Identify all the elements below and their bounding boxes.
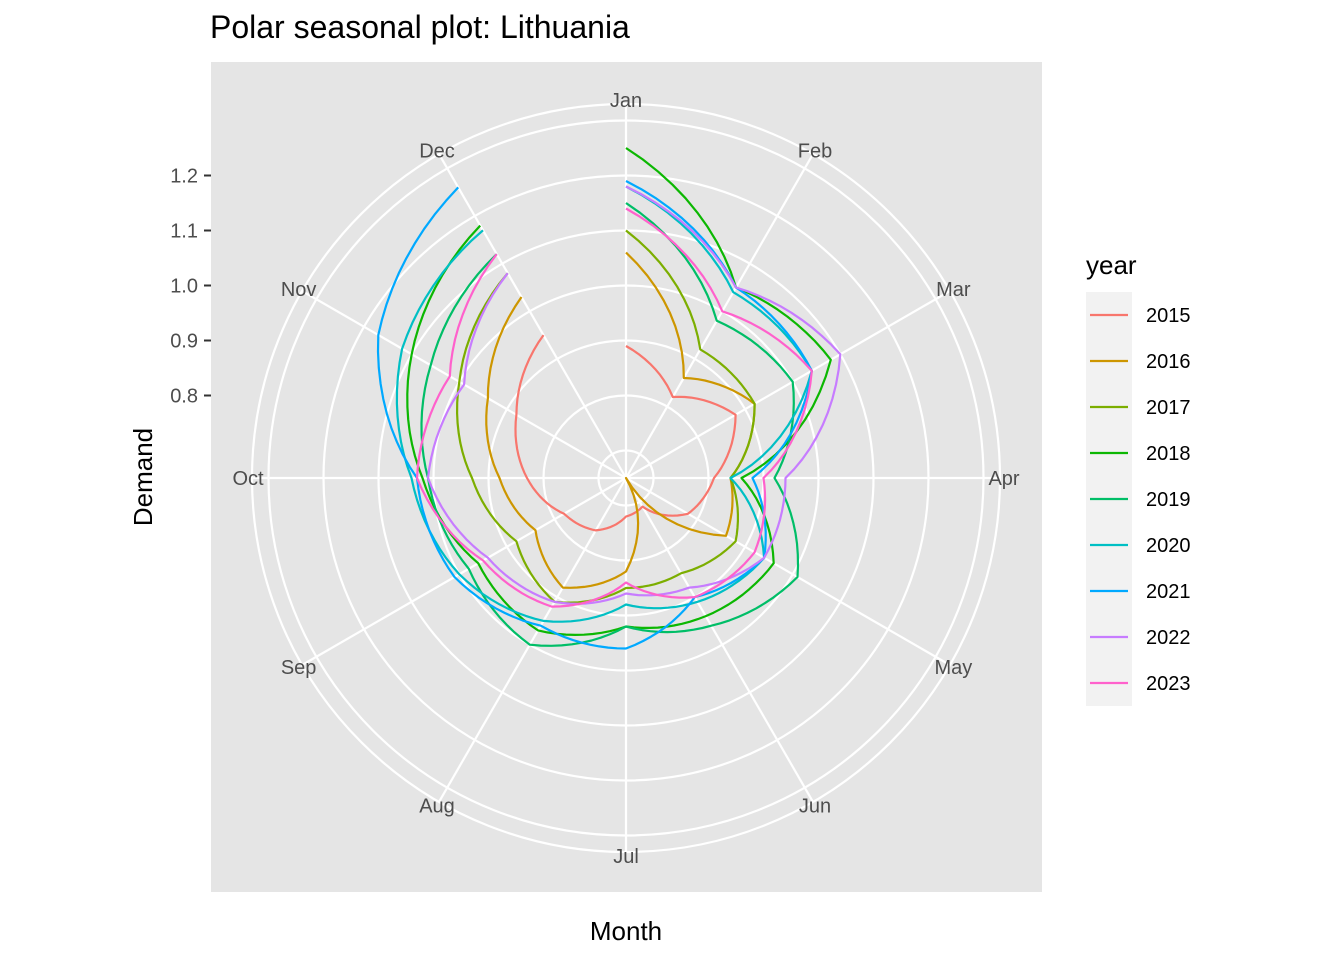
legend-title: year — [1086, 250, 1137, 280]
month-label: Sep — [281, 657, 317, 679]
month-label: Jun — [799, 795, 831, 817]
month-label: Feb — [798, 141, 832, 163]
legend-label: 2023 — [1146, 673, 1191, 695]
month-label: Mar — [936, 279, 971, 301]
y-tick-label: 0.9 — [170, 331, 198, 353]
legend-label: 2019 — [1146, 489, 1191, 511]
legend-label: 2017 — [1146, 397, 1191, 419]
x-axis-title: Month — [590, 916, 662, 946]
y-axis: 0.8 0.9 1.0 1.1 1.2 — [170, 166, 211, 408]
legend-label: 2016 — [1146, 351, 1191, 373]
legend-label: 2018 — [1146, 443, 1191, 465]
legend-label: 2020 — [1146, 535, 1191, 557]
month-label: Oct — [232, 468, 264, 490]
legend-label: 2022 — [1146, 627, 1191, 649]
month-label: Apr — [988, 468, 1019, 490]
y-axis-title: Demand — [128, 428, 158, 526]
month-label: Nov — [281, 279, 317, 301]
y-tick-label: 1.2 — [170, 166, 198, 188]
y-tick-label: 1.1 — [170, 221, 198, 243]
legend-label: 2015 — [1146, 305, 1191, 327]
month-label: Jul — [613, 846, 639, 868]
month-label: Aug — [419, 795, 455, 817]
y-tick-label: 0.8 — [170, 386, 198, 408]
month-label: Jan — [610, 90, 642, 112]
y-tick-label: 1.0 — [170, 276, 198, 298]
month-label: May — [934, 657, 972, 679]
legend-label: 2021 — [1146, 581, 1191, 603]
chart-title: Polar seasonal plot: Lithuania — [210, 9, 630, 45]
month-label: Dec — [419, 141, 455, 163]
